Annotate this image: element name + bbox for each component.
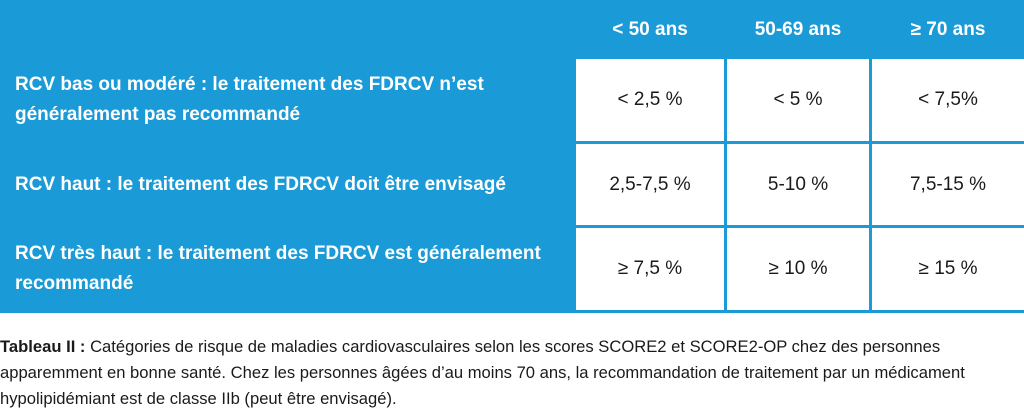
risk-table: < 50 ans 50-69 ans ≥ 70 ans RCV bas ou m…: [3, 3, 1024, 310]
row-header: RCV très haut : le traitement des FDRCV …: [15, 243, 541, 295]
table-cell: ≥ 10 %: [727, 228, 869, 310]
table-cell: 7,5-15 %: [872, 143, 1024, 226]
table-cell: < 2,5 %: [576, 59, 724, 141]
risk-table-container: < 50 ans 50-69 ans ≥ 70 ans RCV bas ou m…: [0, 0, 1024, 313]
table-corner-cell: [3, 3, 573, 57]
row-header: RCV bas ou modéré : le traitement des FD…: [15, 73, 484, 125]
table-row: RCV très haut : le traitement des FDRCV …: [3, 228, 1024, 310]
table-row: RCV haut : le traitement des FDRCV doit …: [3, 143, 1024, 226]
table-cell: 2,5-7,5 %: [576, 143, 724, 226]
table-row: RCV bas ou modéré : le traitement des FD…: [3, 59, 1024, 141]
table-caption: Tableau II : Catégories de risque de mal…: [0, 334, 1024, 412]
table-cell: ≥ 7,5 %: [576, 228, 724, 310]
table-header-row: < 50 ans 50-69 ans ≥ 70 ans: [3, 3, 1024, 57]
column-header: ≥ 70 ans: [910, 18, 986, 40]
table-cell: < 5 %: [727, 59, 869, 141]
table-cell: < 7,5%: [872, 59, 1024, 141]
table-cell: 5-10 %: [727, 143, 869, 226]
row-header: RCV haut : le traitement des FDRCV doit …: [15, 173, 506, 195]
column-header: < 50 ans: [612, 18, 688, 40]
column-header: 50-69 ans: [754, 18, 842, 40]
table-cell: ≥ 15 %: [872, 228, 1024, 310]
caption-text: Catégories de risque de maladies cardiov…: [0, 337, 965, 408]
caption-label: Tableau II :: [0, 337, 86, 356]
